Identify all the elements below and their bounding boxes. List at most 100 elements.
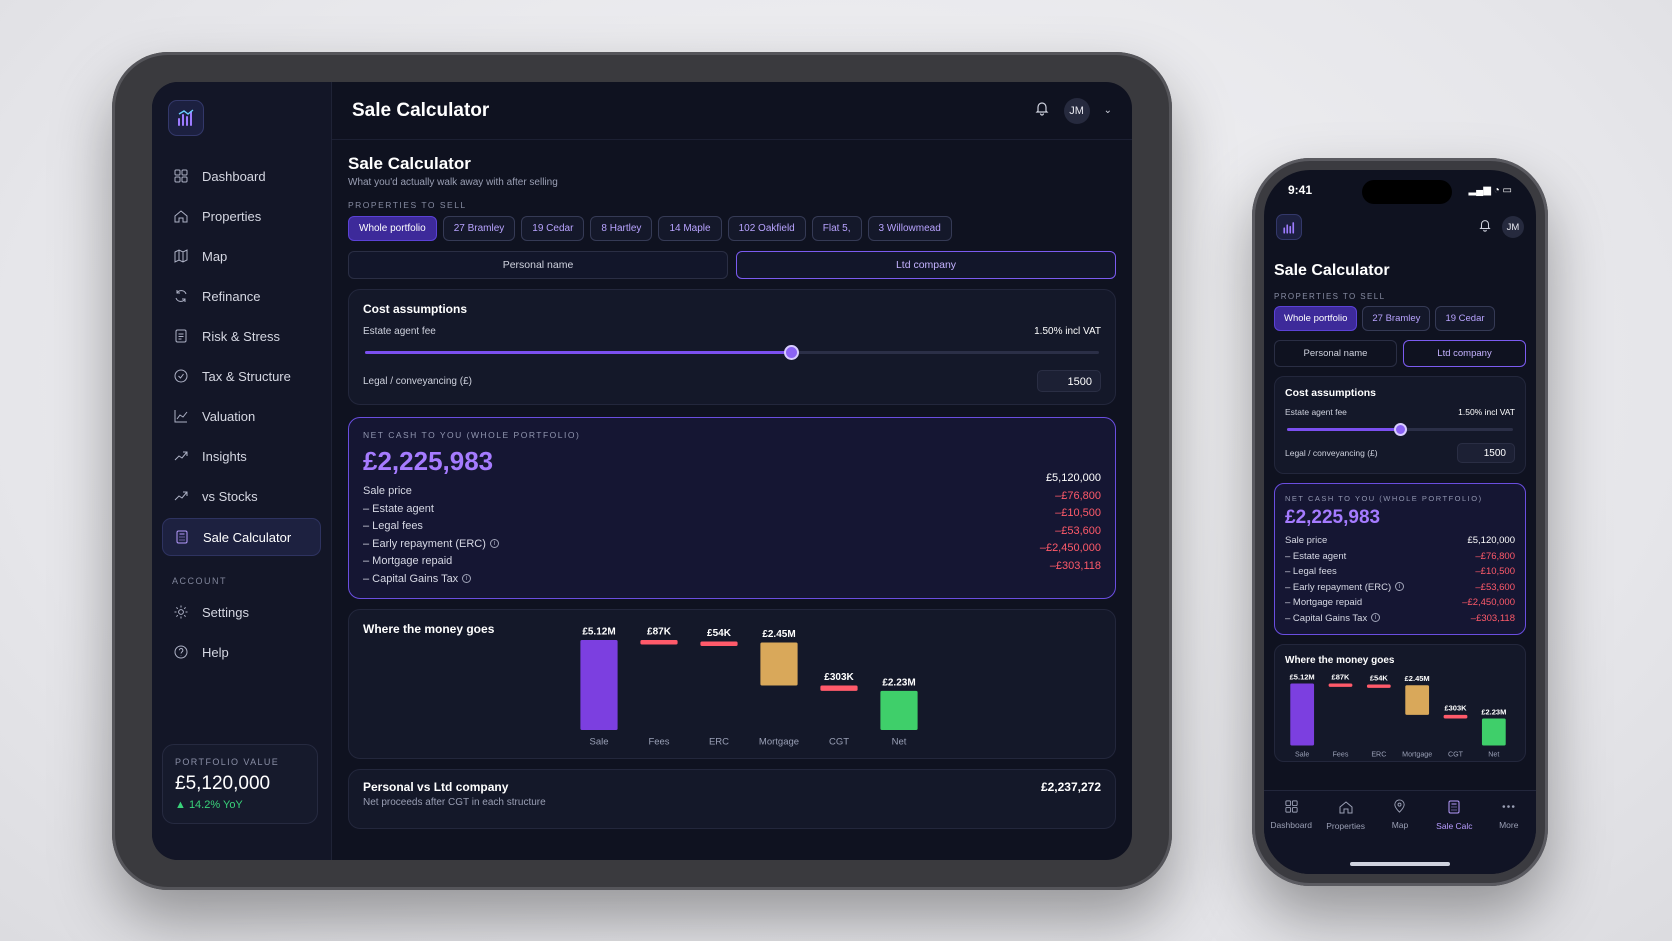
sidebar-item-label: Map: [202, 248, 228, 264]
personal-name-toggle[interactable]: Personal name: [1274, 340, 1397, 367]
tab-dashboard[interactable]: Dashboard: [1266, 799, 1316, 874]
structure-toggle: Personal name Ltd company: [348, 251, 1116, 279]
bell-icon[interactable]: [1478, 218, 1492, 237]
legal-fee-input[interactable]: 1500: [1457, 443, 1515, 463]
slider-thumb[interactable]: [783, 345, 799, 360]
ltd-company-toggle[interactable]: Ltd company: [1403, 340, 1526, 367]
property-chip[interactable]: Flat 5,: [811, 216, 862, 241]
breakdown-row-value: –£2,450,000: [1462, 597, 1515, 608]
tab-sale-calc[interactable]: Sale Calc: [1429, 799, 1479, 874]
account-section-label: ACCOUNT: [172, 576, 227, 586]
waterfall-bar-mortgage: [1405, 685, 1430, 715]
comparison-card: Personal vs Ltd company £2,237,272 Net p…: [348, 769, 1116, 829]
logo-icon[interactable]: [168, 100, 204, 136]
breakdown-row-label: – Estate agent: [363, 501, 499, 519]
tab-properties[interactable]: Properties: [1321, 799, 1371, 874]
waterfall-category-label: Fees: [1333, 750, 1349, 758]
more-icon: [1501, 799, 1516, 816]
page-title: Sale Calculator: [1274, 262, 1390, 279]
sidebar-item-tax-structure[interactable]: Tax & Structure: [162, 358, 321, 394]
page-title: Sale Calculator: [348, 154, 471, 173]
agent-fee-slider[interactable]: [1287, 423, 1513, 436]
slider-thumb[interactable]: [1394, 423, 1407, 436]
property-chip[interactable]: 14 Maple: [658, 216, 722, 241]
waterfall-category-label: Mortgage: [759, 737, 799, 748]
info-icon[interactable]: i: [1395, 582, 1405, 592]
breakdown-label-text: – Mortgage repaid: [363, 555, 453, 567]
ltd-company-toggle[interactable]: Ltd company: [736, 251, 1116, 279]
property-chip[interactable]: 27 Bramley: [1362, 306, 1431, 331]
avatar[interactable]: JM: [1502, 216, 1524, 238]
property-chip[interactable]: 8 Hartley: [590, 216, 653, 241]
trend-icon: [172, 447, 190, 465]
waterfall-bar-cgt: [820, 685, 858, 691]
home-icon: [172, 207, 190, 225]
breakdown-row-value: –£53,600: [1055, 524, 1101, 537]
breakdown-row-label: – Legal fees: [1285, 564, 1404, 580]
sidebar-item-properties[interactable]: Properties: [162, 198, 321, 234]
sidebar-item-label: Valuation: [202, 408, 256, 424]
bell-icon[interactable]: [1034, 100, 1050, 121]
info-icon[interactable]: i: [1371, 613, 1381, 623]
properties-label: PROPERTIES TO SELL: [348, 200, 467, 210]
property-chip[interactable]: 19 Cedar: [1435, 306, 1495, 331]
waterfall-bar-fees: [1328, 683, 1353, 687]
property-chip[interactable]: Whole portfolio: [1274, 306, 1358, 331]
breakdown-label-text: – Mortgage repaid: [1285, 597, 1363, 608]
main-content: Sale Calculator JM ⌄ Sale Calculator Wha…: [332, 82, 1132, 860]
waterfall-bar-erc: [700, 641, 738, 647]
waterfall-category-label: CGT: [829, 737, 849, 748]
sidebar-item-risk-stress[interactable]: Risk & Stress: [162, 318, 321, 354]
portfolio-value-card: PORTFOLIO VALUE £5,120,000 ▲ 14.2% YoY: [162, 744, 318, 824]
agent-fee-value: 1.50% incl VAT: [1458, 407, 1515, 417]
property-chip[interactable]: Whole portfolio: [348, 216, 437, 241]
tab-more[interactable]: More: [1484, 799, 1534, 874]
breakdown-label-text: – Early repayment (ERC): [1285, 581, 1392, 593]
top-bar: Sale Calculator JM ⌄: [332, 82, 1132, 140]
sidebar-item-settings[interactable]: Settings: [162, 594, 321, 630]
waterfall-data-label: £87K: [1332, 672, 1351, 681]
tab-map[interactable]: Map: [1375, 799, 1425, 874]
portfolio-change: ▲ 14.2% YoY: [175, 799, 243, 811]
sidebar-item-label: Insights: [202, 448, 247, 464]
breakdown-values: £5,120,000 –£76,800 –£10,500 –£53,600 –£2,45…: [1040, 470, 1101, 588]
property-chip[interactable]: 3 Willowmead: [867, 216, 952, 241]
map-icon: [172, 247, 190, 265]
comparison-title: Personal vs Ltd company: [363, 780, 509, 794]
breakdown-row-label: – Early repayment (ERC) i: [363, 536, 499, 554]
sidebar-item-vs-stocks[interactable]: vs Stocks: [162, 478, 321, 514]
help-icon: [172, 643, 190, 661]
sidebar-item-dashboard[interactable]: Dashboard: [162, 158, 321, 194]
breakdown-row-label: – Legal fees: [363, 518, 499, 536]
breakdown-label-text: – Legal fees: [363, 520, 423, 532]
account-nav: Settings Help: [162, 594, 321, 670]
line-chart-icon: [172, 407, 190, 425]
waterfall-category-label: CGT: [1448, 750, 1464, 758]
trend-icon: [172, 487, 190, 505]
sidebar-item-help[interactable]: Help: [162, 634, 321, 670]
sidebar-item-map[interactable]: Map: [162, 238, 321, 274]
agent-fee-slider[interactable]: [365, 345, 1099, 360]
sidebar-item-insights[interactable]: Insights: [162, 438, 321, 474]
personal-name-toggle[interactable]: Personal name: [348, 251, 728, 279]
info-icon[interactable]: i: [462, 574, 472, 584]
info-icon[interactable]: i: [489, 539, 499, 549]
agent-fee-value: 1.50% incl VAT: [1034, 326, 1101, 337]
sidebar-item-refinance[interactable]: Refinance: [162, 278, 321, 314]
waterfall-data-label: £54K: [707, 628, 732, 639]
battery-icon: ▂▄▆ ◔ ▭: [1468, 184, 1512, 196]
sidebar-item-valuation[interactable]: Valuation: [162, 398, 321, 434]
property-chip[interactable]: 19 Cedar: [521, 216, 585, 241]
waterfall-category-label: Mortgage: [1402, 750, 1432, 758]
logo-icon[interactable]: [1276, 214, 1302, 240]
property-chip[interactable]: 27 Bramley: [442, 216, 516, 241]
breakdown-label-text: Sale price: [363, 485, 412, 497]
comparison-value: £2,237,272: [1040, 780, 1101, 794]
chevron-down-icon[interactable]: ⌄: [1103, 105, 1112, 116]
net-cash-value: £2,225,983: [363, 446, 494, 476]
property-chip[interactable]: 102 Oakfield: [727, 216, 806, 241]
waterfall-category-label: Fees: [648, 737, 669, 748]
legal-fee-input[interactable]: 1500: [1037, 370, 1101, 392]
sidebar-item-sale-calculator[interactable]: Sale Calculator: [162, 518, 321, 556]
avatar[interactable]: JM: [1063, 97, 1090, 124]
